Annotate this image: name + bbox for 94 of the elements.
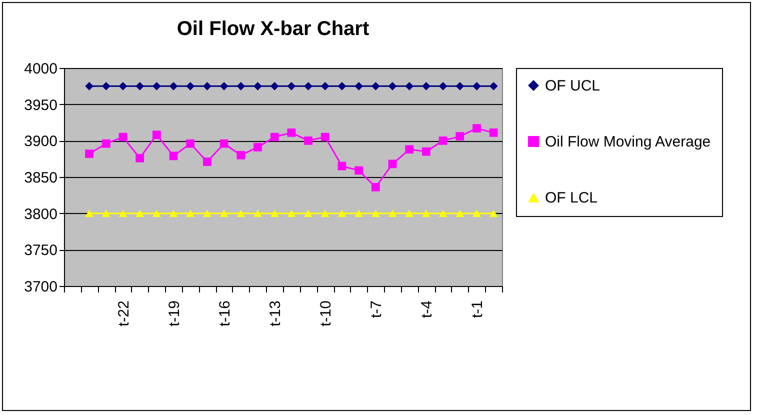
point [118,132,128,142]
point [102,139,110,148]
x-tick-label: t-10 [318,300,335,326]
point [102,210,110,217]
point [405,82,414,90]
point [371,82,380,90]
point [287,128,296,137]
point [270,210,279,217]
point [118,210,128,217]
point [354,82,363,90]
point [236,210,246,217]
point [320,132,330,142]
point [270,132,279,142]
x-tick-label: t-16 [216,300,234,326]
point [438,82,448,90]
point [371,210,380,217]
point [186,139,195,148]
point [136,154,144,162]
point [472,124,481,132]
point [489,210,498,217]
y-tick-label: 4000 [24,60,58,78]
point [203,210,212,217]
x-tick-label: t-19 [166,300,183,326]
point [338,210,346,217]
point [354,166,363,175]
point [371,182,380,192]
point [254,143,262,152]
x-tick-label: t-1 [469,300,486,318]
point [152,82,161,90]
point [236,82,246,90]
point [472,82,481,90]
point [270,82,279,90]
point [203,158,212,166]
y-tick-label: 3800 [24,206,58,223]
point [320,82,330,90]
chart-title: Oil Flow X-bar Chart [176,18,370,40]
point [85,82,94,90]
point [320,210,330,217]
point [220,210,228,217]
point [254,82,262,90]
point [489,82,498,90]
point [85,210,94,217]
point [287,210,296,217]
point [304,210,312,217]
x-tick-label: t-4 [418,300,436,318]
point [405,145,414,154]
y-tick-label: 3850 [24,170,58,186]
point [438,136,448,145]
legend-label: Oil Flow Moving Average [545,134,711,150]
legend-label: OF LCL [545,190,598,206]
point [254,210,262,217]
point [186,210,195,217]
point [489,128,498,137]
point [85,150,94,158]
legend-label: OF UCL [545,78,600,94]
point [354,210,363,217]
point [236,151,246,160]
point [456,132,464,140]
point [338,82,346,90]
y-tick-label: 3900 [24,133,58,150]
point [102,82,110,90]
point [405,210,414,217]
point [152,210,161,217]
point [438,210,448,217]
x-tick-label: t-22 [115,300,132,326]
y-tick-label: 3700 [24,278,58,296]
point [203,82,212,90]
point [422,210,430,217]
point [220,139,228,148]
point [422,147,430,156]
point [304,82,312,90]
y-tick-label: 3950 [24,96,58,114]
point [136,82,144,90]
point [456,210,464,217]
point [422,82,430,90]
point [169,152,178,160]
y-tick-label: 3750 [24,242,58,260]
x-tick-label: t-13 [267,300,284,326]
point [186,82,195,90]
x-tick-label: t-7 [368,300,386,318]
point [169,210,178,217]
point [338,162,346,170]
point [118,82,128,90]
point [472,210,481,217]
point [304,136,312,145]
point [136,210,144,217]
point [220,82,228,90]
point [388,210,397,217]
point [388,82,397,90]
point [456,82,464,90]
point [152,130,161,140]
point [169,82,178,90]
point [287,82,296,90]
point [388,160,397,168]
